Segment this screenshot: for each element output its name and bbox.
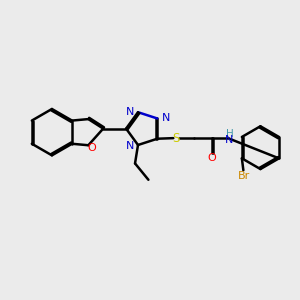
Text: H: H [226, 129, 234, 139]
Text: O: O [88, 143, 97, 153]
Text: S: S [172, 132, 179, 145]
Text: N: N [125, 107, 134, 117]
Text: N: N [161, 113, 170, 124]
Text: N: N [125, 142, 134, 152]
Text: Br: Br [238, 171, 250, 181]
Text: O: O [208, 153, 216, 163]
Text: N: N [224, 135, 233, 145]
